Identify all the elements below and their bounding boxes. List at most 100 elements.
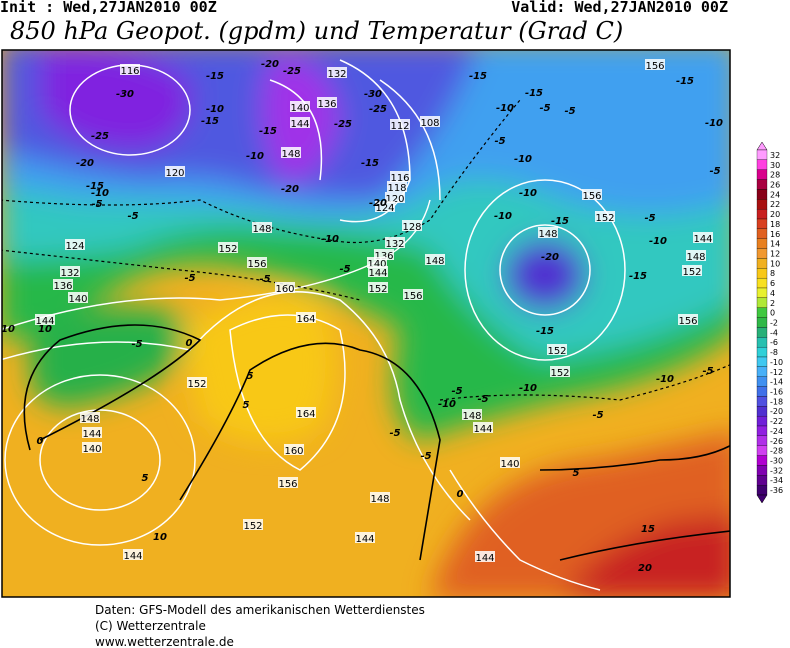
colorbar-label: 12 — [770, 250, 780, 259]
geopotential-label: 148 — [370, 494, 389, 505]
colorbar-label: 22 — [770, 200, 780, 209]
temperature-label: -15 — [469, 71, 487, 82]
geopotential-label: 152 — [595, 213, 614, 224]
geopotential-label: 156 — [645, 61, 664, 72]
temperature-label: -15 — [551, 216, 569, 227]
colorbar-swatch — [756, 435, 768, 446]
colorbar-label: 16 — [770, 230, 780, 239]
temperature-label: 20 — [638, 563, 652, 574]
label-bg — [327, 67, 347, 78]
colorbar-swatch — [756, 396, 768, 407]
init-time: Init : Wed,27JAN2010 00Z — [0, 0, 217, 16]
label-bg — [547, 344, 567, 355]
geopotential-label: 140 — [290, 103, 309, 114]
temperature-label: -10 — [91, 188, 109, 199]
label-bg — [35, 314, 55, 325]
temperature-label: 0 — [457, 489, 464, 500]
label-bg — [275, 282, 295, 293]
colorbar-label: -20 — [770, 407, 783, 416]
label-bg — [60, 266, 80, 277]
colorbar-label: 24 — [770, 190, 780, 199]
geopotential-label: 132 — [385, 239, 404, 250]
colorbar-swatch — [756, 415, 768, 427]
label-bg — [290, 117, 310, 128]
geopotential-label: 116 — [120, 66, 139, 77]
geopotential-label: 144 — [693, 234, 712, 245]
colorbar-label: 14 — [770, 240, 780, 249]
label-bg — [120, 64, 140, 75]
temperature-label: -20 — [261, 59, 279, 70]
colorbar-swatch — [756, 445, 768, 456]
colorbar-swatch — [756, 346, 768, 358]
colorbar-swatch — [756, 455, 768, 466]
temperature-label: -15 — [86, 181, 104, 192]
geopotential-label: 120 — [165, 168, 184, 179]
label-bg — [387, 181, 407, 192]
colorbar-label: 32 — [770, 151, 780, 160]
label-bg — [403, 289, 423, 300]
label-bg — [247, 257, 267, 268]
colorbar-label: 20 — [770, 210, 780, 219]
colorbar-arrow — [756, 141, 768, 151]
label-bg — [682, 265, 702, 276]
temperature-label: 10 — [1, 324, 15, 335]
temperature-label: -5 — [91, 199, 102, 210]
temperature-label: -5 — [420, 451, 431, 462]
label-bg — [390, 119, 410, 130]
map-field: 1161201241321361401441481441401521601641… — [1, 50, 730, 597]
label-bg — [82, 442, 102, 453]
temperature-label: -15 — [201, 116, 219, 127]
temperature-label: -10 — [514, 154, 532, 165]
colorbar-label: 0 — [770, 309, 775, 318]
label-bg — [420, 116, 440, 127]
label-bg — [367, 257, 387, 268]
geopotential-label: 156 — [582, 191, 601, 202]
temperature-label: -20 — [369, 198, 387, 209]
geopotential-label: 116 — [390, 173, 409, 184]
temperature-label: 5 — [247, 371, 254, 382]
temperature-label: -25 — [91, 131, 109, 142]
temperature-label: -5 — [564, 106, 575, 117]
geopotential-label: 156 — [278, 479, 297, 490]
colorbar-label: 2 — [770, 299, 775, 308]
temperature-label: -5 — [259, 274, 270, 285]
label-bg — [281, 147, 301, 158]
label-bg — [53, 279, 73, 290]
geopotential-label: 124 — [65, 241, 84, 252]
temperature-label: -10 — [496, 103, 514, 114]
colorbar-swatch — [756, 277, 768, 289]
footer-line: Daten: GFS-Modell des amerikanischen Wet… — [95, 603, 425, 617]
temperature-label: -5 — [592, 410, 603, 421]
temperature-label: -15 — [629, 271, 647, 282]
colorbar-swatch — [756, 337, 768, 348]
temperature-label: -10 — [438, 399, 456, 410]
label-bg — [686, 250, 706, 261]
label-bg — [243, 519, 263, 530]
temperature-label: 5 — [142, 473, 149, 484]
map: 1161201241321361401441481441401521601641… — [1, 49, 783, 598]
temperature-label: -25 — [334, 119, 352, 130]
colorbar-swatch — [756, 327, 768, 338]
label-bg — [550, 366, 570, 377]
colorbar-swatch — [756, 484, 768, 496]
colorbar-label: -18 — [770, 397, 783, 406]
label-bg — [218, 242, 238, 253]
temperature-label: -15 — [206, 71, 224, 82]
temperature-label: 0 — [186, 338, 193, 349]
geopotential-label: 152 — [547, 346, 566, 357]
colorbar-label: -28 — [770, 447, 783, 456]
geopotential-label: 152 — [187, 379, 206, 390]
temperature-label: -10 — [246, 151, 264, 162]
colorbar-swatch — [756, 218, 768, 230]
label-bg — [385, 192, 405, 203]
colorbar-label: 4 — [770, 289, 775, 298]
colorbar-swatch — [756, 317, 768, 328]
colorbar-swatch — [756, 356, 768, 368]
geopotential-label: 140 — [500, 459, 519, 470]
temperature-label: 5 — [573, 468, 580, 479]
colorbar-label: 28 — [770, 171, 780, 180]
geopotential-label: 120 — [385, 194, 404, 205]
label-bg — [374, 249, 394, 260]
label-bg — [278, 477, 298, 488]
